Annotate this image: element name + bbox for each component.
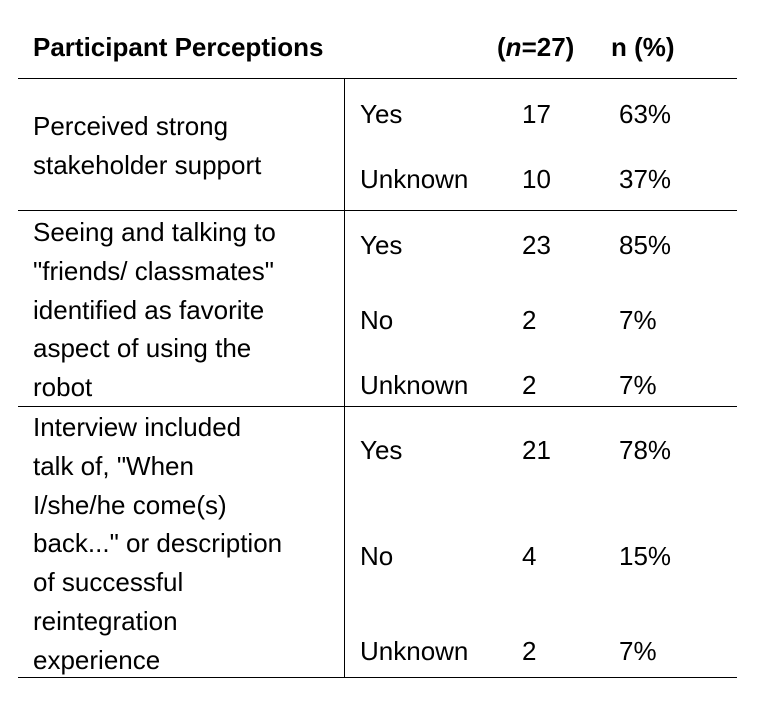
response-cell: Unknown [360,370,469,400]
percent-cell: 7% [619,636,657,666]
count-cell: 2 [522,370,537,400]
percent-cell: 15% [619,541,672,571]
perception-label-2: Seeing and talking to "friends/ classmat… [33,217,276,403]
header-perceptions: Participant Perceptions [33,32,324,62]
rule-group-2 [18,406,737,407]
column-divider [344,78,345,678]
response-cell: Unknown [360,164,469,194]
header-count-var: n [505,32,522,62]
count-cell: 10 [522,164,551,194]
count-cell: 2 [522,636,537,666]
count-cell: 23 [522,230,551,260]
rule-group-1 [18,210,737,211]
percent-cell: 7% [619,305,657,335]
response-cell: Yes [360,99,403,129]
response-cell: Unknown [360,636,469,666]
count-cell: 21 [522,435,551,465]
percent-cell: 63% [619,99,672,129]
perception-label-3: Interview included talk of, "When I/she/… [33,412,283,675]
count-cell: 4 [522,541,537,571]
response-cell: Yes [360,230,403,260]
rule-top [18,78,737,79]
header-percent: n (%) [611,32,675,62]
header-count: (n=27) [497,34,574,60]
count-cell: 17 [522,99,551,129]
percent-cell: 78% [619,435,672,465]
header-count-rest: =27) [521,32,575,62]
perception-label-1: Perceived strong stakeholder support [33,111,262,180]
percent-cell: 85% [619,230,672,260]
response-cell: No [360,305,394,335]
response-cell: No [360,541,394,571]
response-cell: Yes [360,435,403,465]
header-count-open: ( [497,32,506,62]
percent-cell: 7% [619,370,657,400]
rule-bottom [18,677,737,678]
percent-cell: 37% [619,164,672,194]
count-cell: 2 [522,305,537,335]
